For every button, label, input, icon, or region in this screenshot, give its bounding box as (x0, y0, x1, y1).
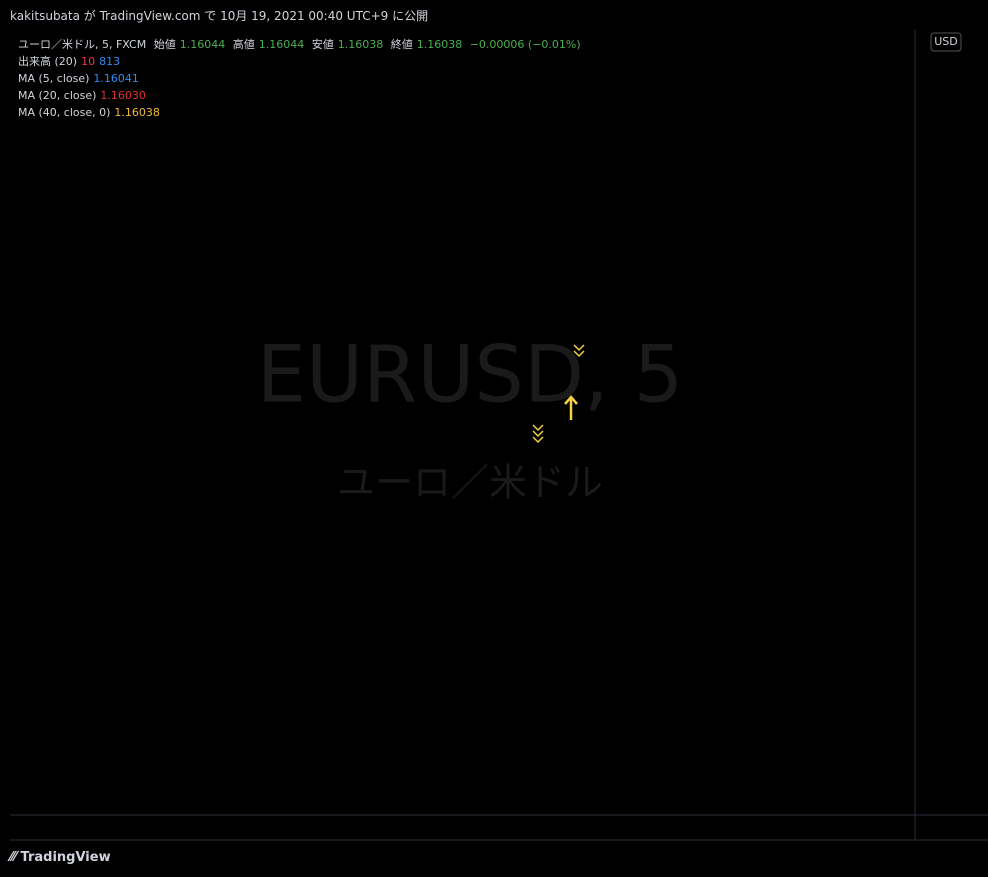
logo-mark: ⁄⁄⁄ (10, 850, 17, 865)
watermark: EURUSD, 5 (257, 330, 683, 420)
legend-label: 出来高 (20) (18, 55, 78, 68)
legend-value: 813 (99, 55, 121, 68)
legend-value: 10 (81, 55, 96, 68)
legend-row: MA (5, close) 1.16041 (18, 70, 585, 87)
legend-value: 1.16041 (93, 72, 139, 85)
signal-arrow (564, 395, 578, 420)
legend-row: 出来高 (20) 10 813 (18, 53, 585, 70)
ohlc-label: 安値 (311, 38, 334, 51)
signal-marker (573, 344, 585, 358)
footer-logo: ⁄⁄⁄ TradingView (10, 850, 111, 865)
price-axis (915, 0, 988, 877)
footer-text: TradingView (20, 850, 111, 865)
legend-label: MA (5, close) (18, 72, 90, 85)
currency: USD (934, 35, 958, 48)
legend: ユーロ／米ドル, 5, FXCM 始値 1.16044 高値 1.16044 安値 1… (18, 36, 585, 121)
legend-row: MA (40, close, 0) 1.16038 (18, 104, 585, 121)
legend-value: 1.16038 (114, 106, 160, 119)
publisher: kakitsubata が TradingView.com で 10月 19, … (10, 9, 429, 23)
legend-row: ユーロ／米ドル, 5, FXCM 始値 1.16044 高値 1.16044 安値 1… (18, 36, 585, 53)
ohlc-value: 1.16044 (179, 38, 226, 51)
watermark-sub: ユーロ／米ドル (337, 461, 603, 505)
ohlc-label: 終値 (390, 38, 413, 51)
ohlc-value: 1.16038 (416, 38, 463, 51)
currency-button[interactable] (930, 32, 962, 52)
legend-row: MA (20, close) 1.16030 (18, 87, 585, 104)
ohlc-label: 高値 (232, 38, 255, 51)
legend-value: 1.16030 (100, 89, 146, 102)
signal-marker (532, 424, 544, 444)
ohlc-value: 1.16038 (337, 38, 384, 51)
legend-label: MA (20, close) (18, 89, 97, 102)
symbol: ユーロ／米ドル, 5, FXCM (18, 38, 147, 51)
ohlc-value: 1.16044 (258, 38, 305, 51)
ohlc-label: 始値 (153, 38, 176, 51)
legend-label: MA (40, close, 0) (18, 106, 111, 119)
change: −0.00006 (−0.01%) (469, 38, 581, 51)
